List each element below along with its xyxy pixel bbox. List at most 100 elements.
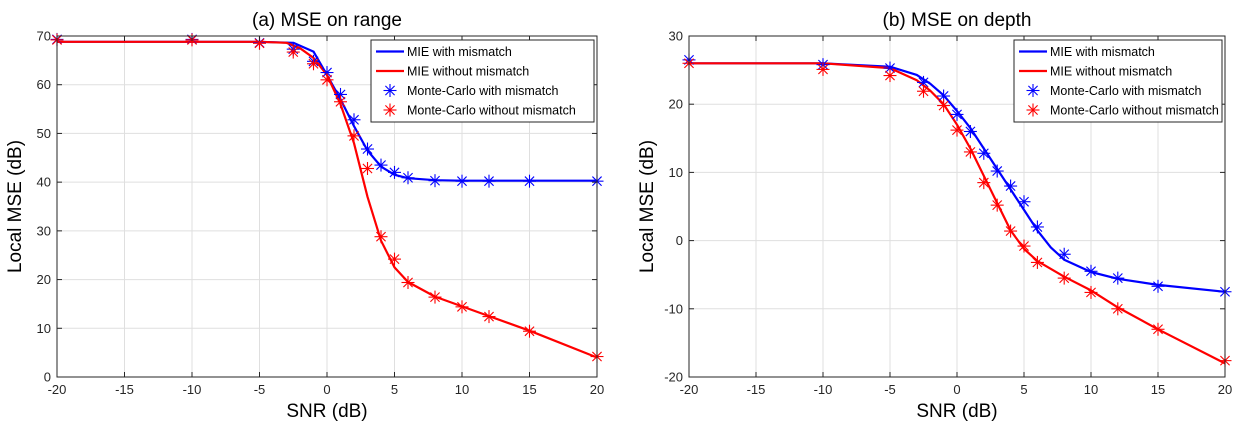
- x-tick-label: -5: [254, 382, 266, 397]
- data-point-marker: [1057, 271, 1071, 285]
- data-point-marker: [1084, 285, 1098, 299]
- legend-entry-label: MIE without mismatch: [1050, 65, 1172, 79]
- data-point-marker: [883, 69, 897, 83]
- chart-title: (a) MSE on range: [252, 10, 402, 31]
- x-tick-label: 0: [953, 382, 960, 397]
- data-point-marker: [361, 142, 374, 156]
- x-tick-label: 15: [1151, 382, 1165, 397]
- legend-box: [1013, 39, 1223, 123]
- legend-entry-label: MIE without mismatch: [407, 65, 529, 79]
- x-tick-label: 10: [455, 382, 469, 397]
- data-point-marker: [950, 123, 964, 137]
- x-tick-label: -15: [747, 382, 766, 397]
- x-tick-label: -10: [814, 382, 833, 397]
- x-axis-label: SNR (dB): [916, 401, 997, 422]
- data-point-marker: [1084, 264, 1098, 278]
- data-point-marker: [482, 310, 496, 324]
- data-point-marker: [320, 66, 334, 80]
- data-point-marker: [401, 171, 415, 185]
- data-point-marker: [482, 174, 496, 188]
- y-tick-label: -20: [664, 370, 683, 385]
- data-point-marker: [347, 129, 361, 143]
- x-axis-label: SNR (dB): [286, 401, 367, 422]
- data-point-marker: [937, 89, 951, 103]
- legend-entry-label: MIE with mismatch: [407, 45, 512, 59]
- data-point-marker: [1111, 271, 1125, 285]
- chart-2: -20 -15 -10 -5 0 5 10 15 20 -20 -10 0 10 20 30 (b) MSE …: [637, 10, 1232, 422]
- data-point-marker: [388, 165, 401, 179]
- data-point-marker: [1030, 255, 1044, 269]
- y-tick-label: 20: [669, 97, 683, 112]
- x-tick-label: 5: [391, 382, 398, 397]
- data-point-marker: [1151, 322, 1165, 336]
- legend-entry-label: MIE with mismatch: [1050, 45, 1155, 59]
- y-tick-label: 10: [669, 165, 683, 180]
- y-axis-label: Local MSE (dB): [5, 140, 26, 273]
- y-tick-label: -10: [664, 301, 683, 316]
- data-point-marker: [401, 275, 415, 289]
- x-tick-label: -5: [884, 382, 896, 397]
- data-point-marker: [1017, 195, 1031, 209]
- x-tick-label: 20: [590, 382, 604, 397]
- legend-marker-swatch: [383, 103, 397, 117]
- y-tick-label: 0: [676, 233, 683, 248]
- legend-entry-label: Monte-Carlo with mismatch: [1050, 84, 1201, 98]
- data-point-marker: [361, 162, 374, 176]
- data-point-marker: [977, 176, 991, 190]
- x-tick-label: -10: [183, 382, 202, 397]
- data-point-marker: [286, 45, 300, 59]
- data-point-marker: [388, 252, 401, 266]
- data-point-marker: [1151, 279, 1165, 293]
- data-point-marker: [990, 164, 1004, 178]
- data-point-marker: [937, 99, 951, 113]
- legend-entry-label: Monte-Carlo without mismatch: [1050, 104, 1219, 118]
- legend-entry-label: Monte-Carlo without mismatch: [407, 104, 576, 118]
- legend-entry-label: Monte-Carlo with mismatch: [407, 84, 558, 98]
- data-point-marker: [977, 146, 991, 160]
- data-point-marker: [963, 145, 977, 159]
- y-tick-label: 10: [37, 321, 51, 336]
- data-point-marker: [374, 158, 388, 172]
- data-point-marker: [917, 84, 930, 98]
- chart-1: -20 -15 -10 -5 0 5 10 15 20 0 10 20 30 40 50 60 70 (a) MS…: [5, 10, 604, 422]
- data-point-marker: [1111, 302, 1125, 316]
- data-point-marker: [950, 107, 964, 121]
- legend-marker-swatch: [1026, 84, 1040, 97]
- data-point-marker: [963, 124, 977, 138]
- data-point-marker: [816, 62, 830, 76]
- data-point-marker: [1030, 220, 1044, 234]
- x-tick-label: 10: [1084, 382, 1098, 397]
- series-line-2: [57, 40, 598, 359]
- data-point-marker: [374, 230, 388, 244]
- data-point-marker: [455, 174, 469, 188]
- data-point-marker: [523, 174, 536, 188]
- y-tick-label: 70: [37, 29, 51, 44]
- data-point-marker: [1017, 239, 1031, 253]
- legend: MIE with mismatch MIE without mismatch Mon…: [1013, 39, 1223, 123]
- y-tick-label: 50: [37, 126, 51, 141]
- data-point-marker: [334, 95, 347, 109]
- data-point-marker: [1004, 224, 1018, 238]
- y-tick-label: 20: [37, 272, 51, 287]
- legend: MIE with mismatch MIE without mismatch Mon…: [370, 39, 595, 123]
- y-axis-label: Local MSE (dB): [637, 140, 658, 273]
- data-point-marker: [428, 290, 442, 304]
- x-tick-label: -20: [680, 382, 699, 397]
- x-tick-label: 20: [1218, 382, 1232, 397]
- chart-title: (b) MSE on depth: [883, 10, 1032, 31]
- series-line-2: [689, 62, 1226, 365]
- data-point-marker: [320, 73, 334, 87]
- data-point-marker: [990, 198, 1004, 212]
- legend-marker-swatch: [383, 84, 397, 97]
- y-tick-label: 30: [37, 223, 51, 238]
- y-tick-label: 30: [669, 29, 683, 44]
- data-point-marker: [428, 174, 442, 188]
- y-tick-label: 40: [37, 175, 51, 190]
- legend-box: [370, 39, 595, 123]
- x-tick-label: 0: [323, 382, 330, 397]
- data-point-marker: [1057, 247, 1071, 261]
- x-tick-label: 5: [1020, 382, 1027, 397]
- x-tick-label: 15: [522, 382, 536, 397]
